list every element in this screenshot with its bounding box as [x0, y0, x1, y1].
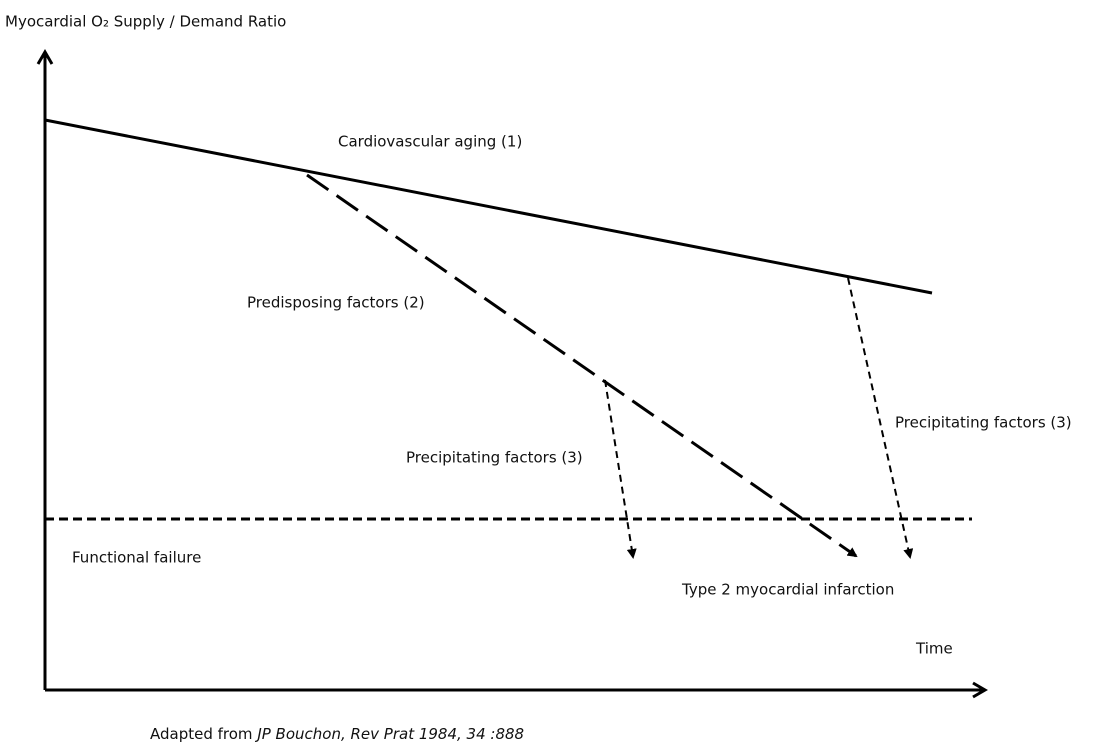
- source-prefix: Adapted from: [150, 725, 257, 743]
- precipitating-arrow: [604, 379, 637, 559]
- source-citation: JP Bouchon, Rev Prat 1984, 34 :888: [254, 725, 524, 743]
- source-note: Adapted from JP Bouchon, Rev Prat 1984, …: [150, 725, 524, 743]
- curve-label: Cardiovascular aging (1): [338, 133, 522, 151]
- aging-line: [44, 118, 933, 295]
- arrow-label: Precipitating factors (3): [406, 449, 583, 467]
- y-axis-label: Myocardial O₂ Supply / Demand Ratio: [5, 13, 286, 31]
- threshold-label: Functional failure: [72, 549, 201, 567]
- predisposing-line: [306, 173, 858, 558]
- x-axis-label: Time: [915, 640, 953, 658]
- outcome-label: Type 2 myocardial infarction: [681, 581, 894, 599]
- curve-label: Predisposing factors (2): [247, 294, 425, 312]
- arrow-label: Precipitating factors (3): [895, 414, 1072, 432]
